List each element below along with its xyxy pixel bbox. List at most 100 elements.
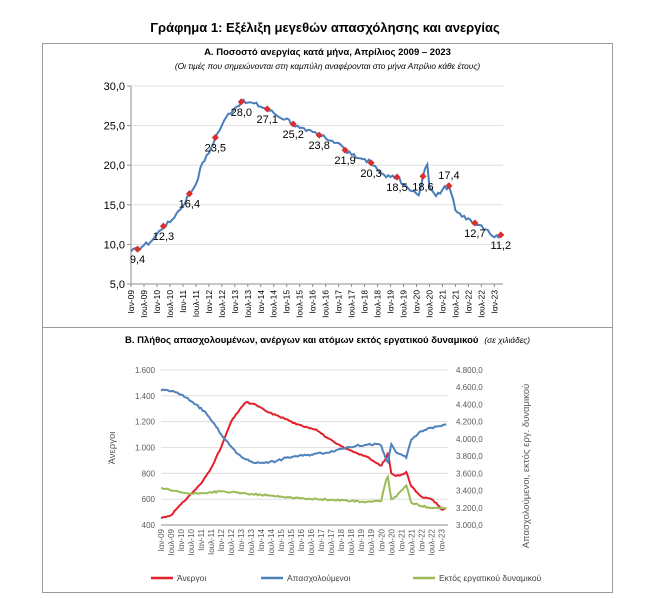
x-tick-label: Ιαν-19 — [386, 290, 396, 314]
x-tick-label: Ιαν-21 — [437, 290, 447, 314]
april-marker — [185, 190, 193, 198]
data-label: 16,4 — [179, 199, 200, 211]
y-right-tick-label: 4.800,0 — [456, 366, 483, 375]
april-marker — [471, 219, 479, 227]
data-label: 12,3 — [153, 231, 174, 243]
x-tick-label: Ιουλ-17 — [327, 528, 336, 555]
x-tick-label: Ιουλ-19 — [399, 290, 409, 318]
legend-label: Άνεργοι — [177, 573, 206, 583]
chart-a-title: Α. Ποσοστό ανεργίας κατά μήνα, Απρίλιος … — [204, 47, 451, 58]
series-line — [160, 473, 447, 510]
x-tick-label: Ιαν-13 — [230, 290, 240, 314]
x-tick-label: Ιουλ-10 — [165, 290, 175, 318]
data-label: 12,7 — [464, 228, 485, 240]
april-marker — [133, 245, 142, 253]
panel-unemployment-rate: Α. Ποσοστό ανεργίας κατά μήνα, Απρίλιος … — [42, 43, 613, 328]
x-tick-label: Ιαν-23 — [437, 528, 446, 551]
x-tick-label: Ιαν-22 — [463, 290, 473, 314]
chart-b-subtitle: (σε χιλιάδες) — [484, 335, 530, 345]
x-tick-label: Ιουλ-10 — [187, 528, 196, 555]
x-tick-label: Ιουλ-22 — [476, 290, 486, 318]
data-label: 23,5 — [205, 142, 226, 154]
x-tick-label: Ιουλ-16 — [307, 528, 316, 555]
legend-label: Εκτός εργατικού δυναμικού — [439, 573, 542, 583]
chart-b-title-row: Β. Πλήθος απασχολουμένων, ανέργων και ατ… — [43, 335, 612, 346]
y-left-tick-label: 400 — [142, 521, 156, 530]
y-left-tick-label: 1.000 — [135, 444, 156, 453]
x-tick-label: Ιαν-13 — [237, 528, 246, 551]
chart-a-subtitle: (Οι τιμές που σημειώνονται στη καμπύλη α… — [174, 61, 481, 71]
x-tick-label: Ιαν-15 — [282, 290, 292, 314]
x-tick-label: Ιαν-10 — [152, 290, 162, 314]
y-right-tick-label: 4.200,0 — [456, 418, 483, 427]
x-tick-label: Ιουλ-18 — [347, 528, 356, 555]
april-marker — [315, 131, 323, 139]
x-tick-label: Ιουλ-12 — [227, 528, 236, 555]
x-tick-label: Ιαν-22 — [417, 528, 426, 551]
y-tick-label: 5,0 — [110, 279, 125, 291]
x-tick-label: Ιαν-18 — [360, 290, 370, 314]
x-tick-label: Ιαν-15 — [277, 528, 286, 551]
data-label: 21,9 — [334, 155, 355, 167]
x-tick-label: Ιουλ-13 — [243, 290, 253, 318]
x-tick-label: Ιαν-23 — [489, 290, 499, 314]
x-tick-label: Ιουλ-17 — [347, 290, 357, 318]
y-right-tick-label: 4.400,0 — [456, 400, 483, 409]
x-tick-label: Ιουλ-20 — [424, 290, 434, 318]
x-tick-label: Ιαν-14 — [256, 290, 266, 314]
legend-label: Απασχολούμενοι — [287, 573, 351, 583]
x-tick-label: Ιαν-11 — [197, 528, 206, 550]
y-tick-label: 20,0 — [104, 160, 125, 172]
y-left-axis-title: Άνεργοι — [107, 432, 118, 465]
april-marker — [341, 146, 349, 154]
unemployment-rate-line — [130, 98, 502, 253]
x-tick-label: Ιαν-21 — [397, 528, 406, 551]
x-tick-label: Ιαν-19 — [357, 528, 366, 551]
april-marker — [237, 98, 245, 106]
y-left-tick-label: 1.400 — [135, 392, 156, 401]
y-left-tick-label: 800 — [142, 469, 156, 478]
x-tick-label: Ιουλ-11 — [207, 528, 216, 555]
y-right-axis-title: Απασχολούμενοι, εκτός εργ. δυναμικού — [521, 384, 532, 549]
y-tick-label: 15,0 — [104, 200, 125, 212]
data-label: 28,0 — [231, 107, 252, 119]
y-tick-label: 10,0 — [104, 239, 125, 251]
data-label: 18,6 — [412, 181, 433, 193]
x-tick-label: Ιουλ-21 — [450, 290, 460, 318]
x-tick-label: Ιουλ-21 — [407, 528, 416, 555]
x-tick-label: Ιουλ-13 — [247, 528, 256, 555]
x-tick-label: Ιαν-17 — [317, 528, 326, 551]
x-tick-label: Ιαν-12 — [204, 290, 214, 314]
x-tick-label: Ιουλ-15 — [295, 290, 305, 318]
data-label: 18,5 — [386, 182, 407, 194]
april-marker — [159, 222, 167, 230]
x-tick-label: Ιαν-16 — [308, 290, 318, 314]
y-left-tick-label: 1.200 — [135, 418, 156, 427]
chart-b-svg: 400 600 800 1.000 1.200 1.400 1.600 3.000,0 3.20… — [107, 366, 542, 583]
y-tick-label: 25,0 — [104, 121, 125, 133]
y-right-tick-label: 3.000,0 — [456, 521, 483, 530]
april-marker — [445, 182, 453, 190]
x-tick-label: Ιουλ-19 — [367, 528, 376, 555]
x-tick-label: Ιαν-20 — [411, 290, 421, 314]
x-tick-label: Ιουλ-22 — [427, 528, 436, 555]
x-tick-label: Ιαν-10 — [177, 528, 186, 551]
x-tick-label: Ιουλ-11 — [191, 290, 201, 318]
y-right-tick-label: 4.000,0 — [456, 435, 483, 444]
y-right-tick-label: 3.600,0 — [456, 469, 483, 478]
april-marker — [393, 173, 401, 181]
x-tick-label: Ιουλ-16 — [321, 290, 331, 318]
y-right-tick-label: 3.800,0 — [456, 452, 483, 461]
x-tick-label: Ιαν-16 — [297, 528, 306, 551]
x-tick-label: Ιουλ-18 — [373, 290, 383, 318]
series-line — [160, 401, 447, 519]
data-label: 11,2 — [491, 240, 512, 252]
y-right-tick-label: 4.600,0 — [456, 383, 483, 392]
data-label: 23,8 — [308, 140, 329, 152]
april-marker — [497, 231, 505, 239]
x-tick-label: Ιουλ-15 — [287, 528, 296, 555]
y-right-tick-label: 3.400,0 — [456, 487, 483, 496]
figure-title: Γράφημα 1: Εξέλιξη μεγεθών απασχόλησης κ… — [150, 20, 500, 35]
x-tick-label: Ιαν-11 — [178, 290, 188, 313]
x-tick-label: Ιαν-09 — [157, 528, 166, 551]
